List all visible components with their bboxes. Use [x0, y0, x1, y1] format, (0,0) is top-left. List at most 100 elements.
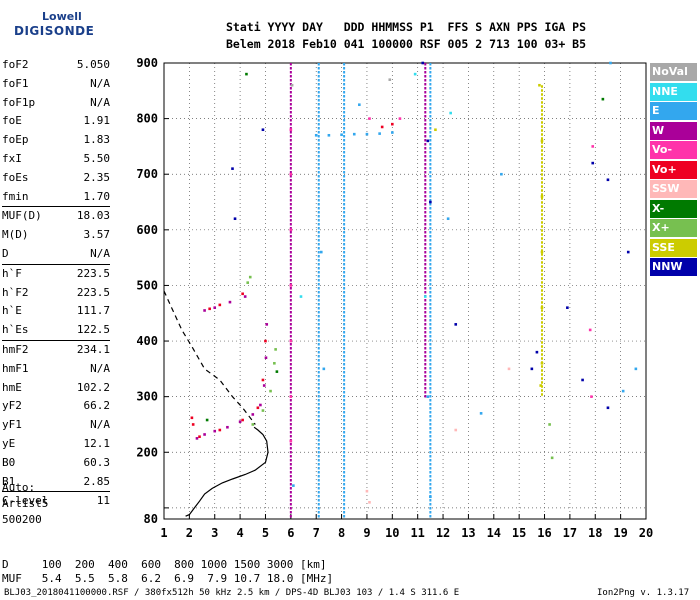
interference-streak-mark — [424, 215, 427, 218]
interference-streak-mark — [343, 171, 346, 174]
echo-point-e — [429, 495, 432, 499]
interference-streak-mark — [429, 235, 432, 238]
interference-streak-mark — [424, 63, 427, 66]
echo-point-xplus — [548, 423, 551, 426]
interference-streak-mark — [289, 247, 292, 250]
x-tick-label: 12 — [436, 526, 450, 540]
interference-streak-mark — [424, 327, 427, 330]
interference-streak-mark — [343, 95, 346, 98]
interference-streak-mark — [317, 431, 320, 434]
interference-streak-mark — [424, 339, 427, 342]
echo-point-e — [352, 132, 356, 136]
echo-point-e — [365, 132, 369, 136]
interference-streak-mark — [317, 223, 320, 226]
x-tick-label: 17 — [563, 526, 577, 540]
interference-streak-mark — [540, 373, 543, 376]
interference-streak-mark — [317, 435, 320, 438]
echo-point-nnw — [454, 323, 458, 326]
interference-streak-mark — [429, 375, 432, 378]
param-value: 111.7 — [76, 304, 110, 318]
interference-streak-mark — [424, 167, 427, 170]
param-row: foEp 1.83 — [2, 131, 110, 150]
interference-streak-mark — [343, 267, 346, 270]
echo-point-w — [238, 420, 242, 423]
interference-streak-mark — [289, 375, 292, 378]
interference-streak-mark — [289, 383, 292, 386]
interference-streak-mark — [343, 475, 346, 478]
interference-streak-mark — [429, 259, 432, 262]
interference-streak-mark — [540, 325, 543, 328]
interference-streak-mark — [289, 203, 292, 206]
interference-streak-mark — [429, 427, 432, 430]
param-value: 223.5 — [76, 285, 110, 299]
param-label: foF1 — [2, 76, 29, 90]
legend-item-ssw: SSW — [650, 180, 697, 198]
echo-point-nne — [413, 72, 417, 76]
interference-streak-mark — [429, 227, 432, 230]
interference-streak-mark — [424, 143, 427, 146]
interference-streak-mark — [540, 181, 543, 184]
echo-point-vominus — [289, 395, 293, 398]
x-tick-label: 15 — [512, 526, 526, 540]
interference-streak-mark — [343, 83, 346, 86]
interference-streak-mark — [540, 253, 543, 256]
interference-streak-mark — [424, 299, 427, 302]
param-label: hmF1 — [2, 361, 29, 375]
interference-streak-mark — [317, 107, 320, 110]
interference-streak-mark — [540, 369, 543, 372]
echo-point-nnw — [581, 378, 584, 382]
interference-streak-mark — [289, 311, 292, 314]
param-value: N/A — [90, 95, 110, 109]
interference-streak-mark — [343, 243, 346, 246]
interference-streak-mark — [317, 63, 320, 66]
interference-streak-mark — [424, 227, 427, 230]
param-label: M(D) — [2, 228, 29, 242]
interference-streak-mark — [317, 495, 320, 498]
interference-streak-mark — [424, 147, 427, 150]
interference-streak-mark — [317, 115, 320, 118]
interference-streak-mark — [424, 355, 427, 358]
param-value: 11 — [96, 494, 110, 508]
echo-point-xminus — [275, 370, 279, 373]
interference-streak-mark — [343, 315, 346, 318]
echo-point-w — [262, 384, 266, 387]
x-tick-label: 11 — [410, 526, 424, 540]
interference-streak-mark — [424, 323, 427, 326]
param-label: h`Es — [2, 323, 29, 337]
interference-streak-mark — [289, 455, 292, 458]
param-value: 234.1 — [76, 342, 110, 356]
interference-streak-mark — [424, 91, 427, 94]
interference-streak-mark — [540, 213, 543, 216]
echo-point-xminus — [205, 418, 209, 422]
interference-streak-mark — [317, 83, 320, 86]
y-tick-label: 80 — [144, 512, 158, 526]
interference-streak-mark — [289, 103, 292, 106]
interference-streak-mark — [540, 229, 543, 232]
interference-streak-mark — [429, 151, 432, 154]
interference-streak-mark — [424, 131, 427, 134]
interference-streak-mark — [289, 451, 292, 454]
interference-streak-mark — [317, 399, 320, 402]
param-label: C-level — [2, 494, 49, 508]
interference-streak-mark — [540, 301, 543, 304]
interference-streak-mark — [289, 475, 292, 478]
footer-version: Ion2Png v. 1.3.17 — [597, 588, 690, 598]
echo-point-nnw — [233, 217, 237, 221]
echo-point-vominus — [289, 339, 293, 343]
interference-streak-mark — [317, 95, 320, 98]
interference-streak-mark — [540, 221, 543, 224]
interference-streak-mark — [429, 411, 432, 414]
interference-streak-mark — [424, 223, 427, 226]
echo-point-xplus — [248, 275, 252, 279]
interference-streak-mark — [289, 155, 292, 158]
interference-streak-mark — [317, 195, 320, 198]
interference-streak-mark — [289, 115, 292, 118]
echo-point-nnw — [421, 61, 425, 65]
interference-streak-mark — [317, 507, 320, 510]
interference-streak-mark — [343, 163, 346, 166]
interference-streak-mark — [429, 71, 432, 74]
interference-streak-mark — [289, 243, 292, 246]
interference-streak-mark — [343, 439, 346, 442]
param-label: hmF2 — [2, 342, 29, 356]
interference-streak-mark — [343, 359, 346, 362]
